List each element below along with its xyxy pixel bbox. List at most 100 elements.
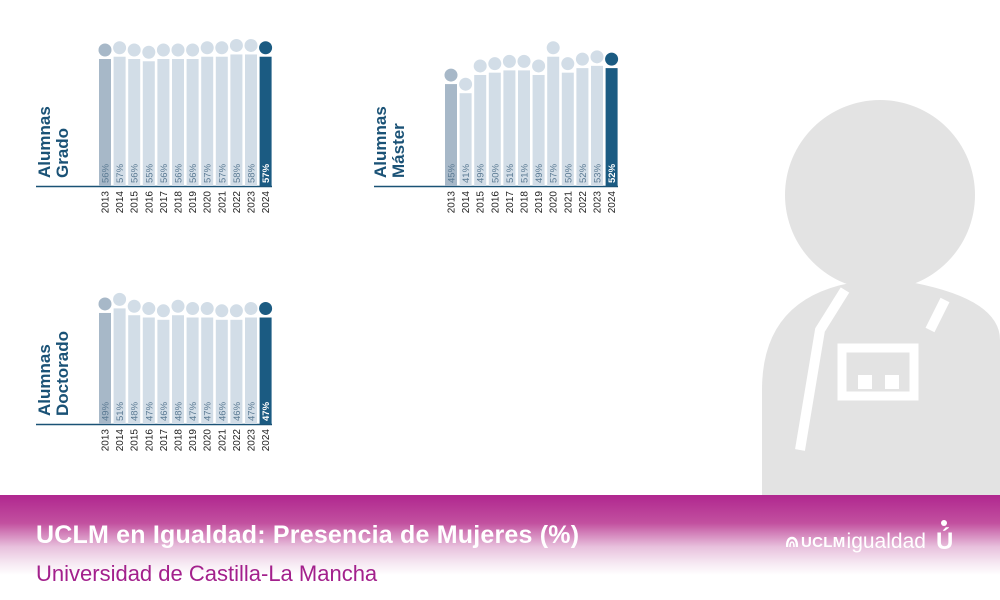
bar — [532, 74, 545, 186]
bar — [445, 84, 457, 186]
x-tick-label: 2022 — [232, 429, 243, 452]
bar — [157, 59, 170, 186]
bar-head — [200, 41, 214, 55]
chart-label-grado: Alumnas Grado — [35, 106, 72, 178]
bar-head — [186, 43, 200, 57]
bar — [561, 72, 574, 186]
x-tick-label: 2015 — [130, 429, 141, 452]
data-label: 58% — [232, 163, 243, 183]
data-label: 51% — [520, 163, 531, 183]
x-tick-label: 2019 — [188, 429, 199, 452]
data-label: 46% — [159, 401, 170, 421]
x-tick-label: 2015 — [130, 191, 141, 214]
bar — [245, 54, 257, 186]
data-label: 56% — [159, 163, 170, 183]
x-tick-label: 2013 — [101, 429, 112, 452]
bar — [215, 319, 228, 424]
x-tick-label: 2023 — [247, 429, 258, 452]
bar-head — [244, 302, 258, 316]
data-label: 49% — [101, 401, 112, 421]
x-tick-label: 2016 — [490, 191, 501, 214]
bar-head — [444, 68, 458, 82]
bar-head — [532, 59, 546, 73]
x-tick-label: 2024 — [607, 191, 618, 214]
x-tick-label: 2016 — [144, 191, 155, 214]
data-label: 55% — [144, 163, 155, 183]
bar — [215, 56, 228, 186]
bar — [99, 312, 111, 424]
bar — [230, 54, 243, 186]
x-tick-label: 2017 — [505, 191, 516, 214]
x-tick-label: 2015 — [476, 191, 487, 214]
x-tick-label: 2018 — [520, 191, 531, 214]
data-label: 48% — [130, 401, 141, 421]
chart-label-master: Alumnas Máster — [371, 106, 408, 178]
bar — [201, 317, 214, 424]
x-tick-label: 2019 — [188, 191, 199, 214]
bar — [245, 317, 257, 424]
data-label: 53% — [593, 163, 604, 183]
data-label: 47% — [144, 401, 155, 421]
x-tick-label: 2020 — [549, 191, 560, 214]
data-label: 41% — [461, 163, 472, 183]
x-tick-label: 2018 — [174, 429, 185, 452]
data-label: 49% — [476, 163, 487, 183]
bar-head — [215, 41, 229, 55]
brand-logo: UCLM igualdad Ú — [786, 520, 954, 557]
bar-head — [229, 304, 243, 318]
x-tick-label: 2018 — [174, 191, 185, 214]
bar-head — [98, 297, 112, 311]
bar — [186, 317, 199, 424]
bar-head — [590, 50, 604, 64]
bar-head — [215, 304, 229, 318]
data-label: 56% — [188, 163, 199, 183]
x-tick-label: 2024 — [261, 191, 272, 214]
data-label: 52% — [607, 163, 618, 183]
bar-head — [488, 57, 502, 71]
bar-head — [502, 54, 516, 68]
bar — [172, 315, 184, 424]
bar-head — [171, 299, 185, 313]
bar — [474, 74, 487, 186]
bar-head — [127, 299, 141, 313]
x-tick-label: 2022 — [578, 191, 589, 214]
x-tick-label: 2020 — [203, 429, 214, 452]
brand-mark: Ú — [935, 520, 954, 555]
bar-head — [561, 57, 575, 71]
chart-label-line: Alumnas — [35, 106, 54, 178]
x-tick-label: 2021 — [217, 191, 228, 214]
data-label: 57% — [115, 163, 126, 183]
x-tick-label: 2023 — [247, 191, 258, 214]
bar-head — [259, 302, 273, 316]
bar-head — [229, 38, 243, 52]
bar — [259, 317, 272, 424]
data-label: 50% — [490, 163, 501, 183]
data-label: 47% — [261, 401, 272, 421]
data-label: 57% — [217, 163, 228, 183]
chart-label-line: Alumnas — [35, 344, 54, 416]
bar — [142, 317, 155, 424]
bar-head — [575, 52, 589, 66]
data-label: 49% — [534, 163, 545, 183]
chart-master: 45%201341%201449%201550%201651%201751%20… — [374, 41, 619, 214]
bar — [576, 68, 589, 186]
footer-band — [0, 495, 1000, 600]
chart-label-line: Doctorado — [53, 331, 72, 416]
bar-head — [605, 52, 619, 66]
bar — [518, 70, 530, 186]
data-label: 51% — [115, 401, 126, 421]
data-label: 51% — [505, 163, 516, 183]
data-label: 56% — [130, 163, 141, 183]
x-tick-label: 2019 — [534, 191, 545, 214]
bar — [142, 61, 155, 186]
x-tick-label: 2013 — [101, 191, 112, 214]
x-tick-label: 2021 — [217, 429, 228, 452]
data-label: 48% — [174, 401, 185, 421]
bar-head — [113, 292, 127, 306]
data-label: 52% — [578, 163, 589, 183]
bar — [503, 70, 516, 186]
bar-head — [473, 59, 487, 73]
x-tick-label: 2014 — [115, 429, 126, 452]
